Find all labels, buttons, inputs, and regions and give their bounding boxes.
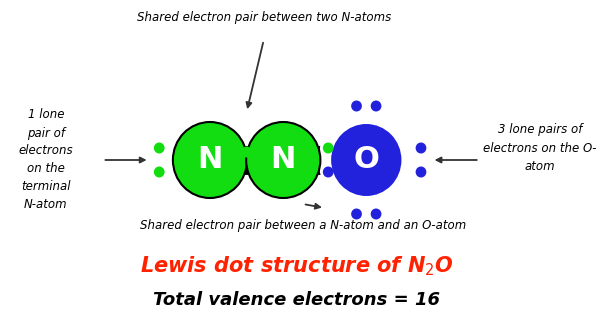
Circle shape bbox=[323, 142, 334, 154]
Text: 3 lone pairs of
electrons on the O-
atom: 3 lone pairs of electrons on the O- atom bbox=[483, 123, 597, 172]
Circle shape bbox=[351, 100, 362, 112]
Circle shape bbox=[325, 118, 407, 202]
Circle shape bbox=[325, 118, 407, 202]
Text: Total valence electrons = 16: Total valence electrons = 16 bbox=[153, 291, 440, 309]
Circle shape bbox=[416, 142, 426, 154]
Text: Shared electron pair between two N-atoms: Shared electron pair between two N-atoms bbox=[137, 11, 391, 24]
Text: Lewis dot structure of N$_2$O: Lewis dot structure of N$_2$O bbox=[140, 254, 454, 278]
Circle shape bbox=[323, 167, 334, 177]
Text: 1 lone
pair of
electrons
on the
terminal
N-atom: 1 lone pair of electrons on the terminal… bbox=[19, 108, 73, 211]
Text: Shared electron pair between a N-atom and an O-atom: Shared electron pair between a N-atom an… bbox=[140, 219, 466, 232]
Circle shape bbox=[154, 167, 165, 177]
Text: N: N bbox=[271, 146, 296, 175]
Circle shape bbox=[331, 124, 401, 196]
Circle shape bbox=[246, 122, 320, 198]
Circle shape bbox=[371, 100, 381, 112]
Text: O: O bbox=[353, 146, 379, 175]
Circle shape bbox=[241, 147, 252, 157]
Text: N: N bbox=[198, 146, 223, 175]
Circle shape bbox=[173, 122, 247, 198]
Circle shape bbox=[371, 209, 381, 219]
Circle shape bbox=[416, 167, 426, 177]
Circle shape bbox=[154, 142, 165, 154]
Circle shape bbox=[351, 209, 362, 219]
